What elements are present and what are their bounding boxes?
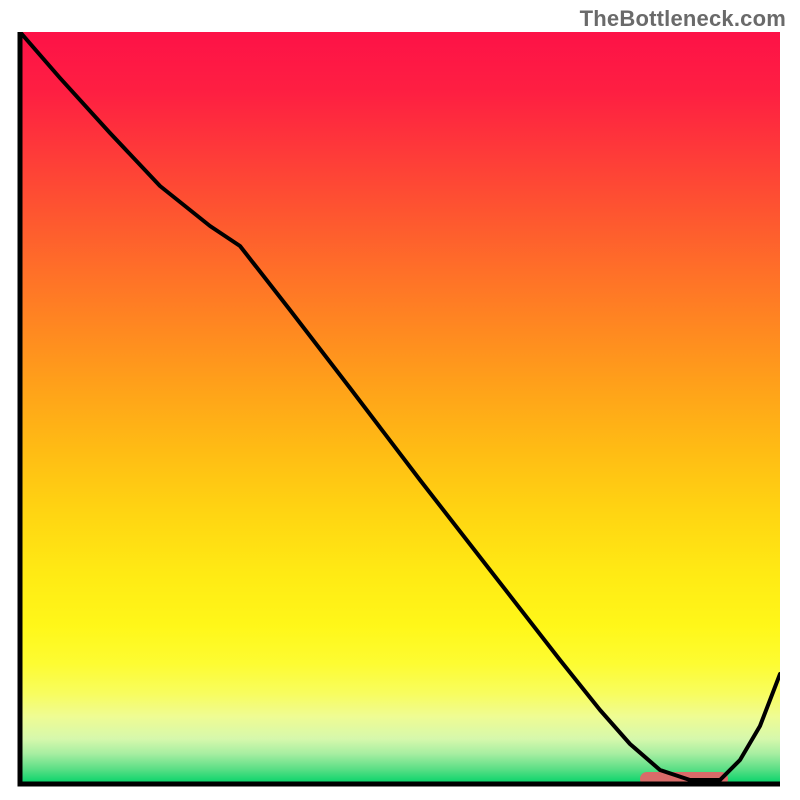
- watermark-text: TheBottleneck.com: [580, 6, 786, 32]
- bottleneck-chart: [0, 0, 800, 800]
